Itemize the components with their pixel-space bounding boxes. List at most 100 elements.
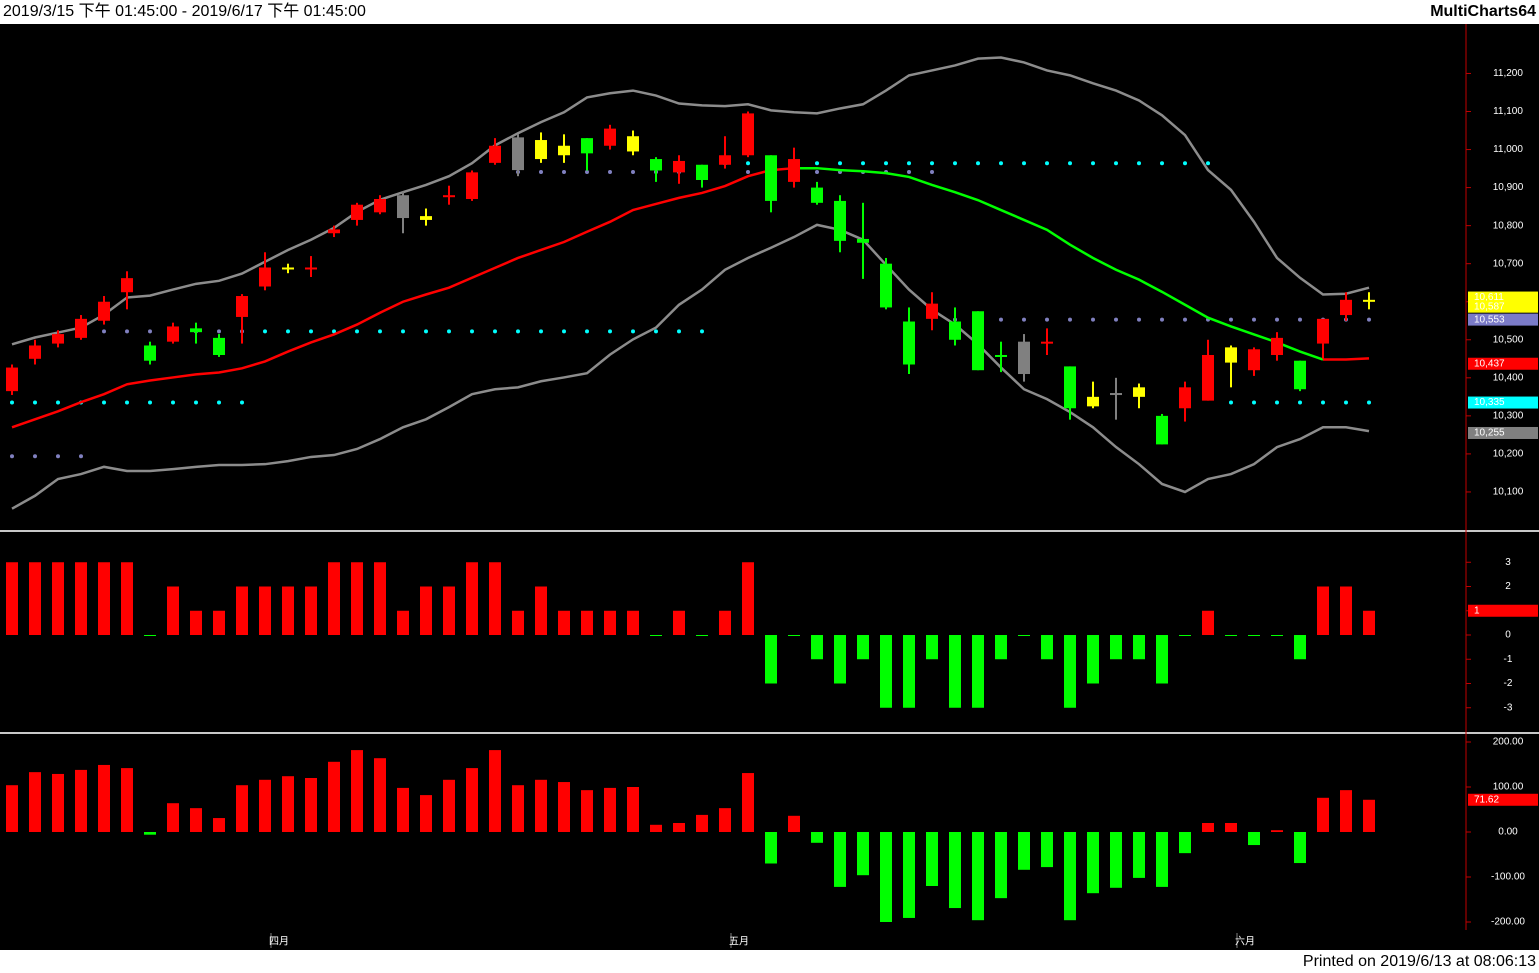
histogram-bar bbox=[1179, 832, 1191, 854]
level-dot bbox=[56, 400, 60, 405]
histogram-bar bbox=[6, 785, 18, 832]
histogram-bar bbox=[926, 832, 938, 886]
histogram-bar bbox=[397, 787, 409, 832]
histogram-bar bbox=[489, 562, 501, 635]
value-tag bbox=[1468, 313, 1538, 326]
histogram-bar bbox=[305, 778, 317, 832]
level-dot bbox=[286, 329, 290, 334]
histogram-bar bbox=[374, 758, 386, 832]
level-dot bbox=[631, 329, 635, 334]
candle-body bbox=[949, 321, 961, 340]
level-dot bbox=[1022, 161, 1026, 166]
histogram-bar bbox=[650, 635, 662, 636]
level-dot bbox=[1137, 317, 1141, 322]
histogram-bar bbox=[1271, 830, 1283, 832]
candle-body bbox=[926, 303, 938, 319]
histogram-bar bbox=[788, 815, 800, 832]
level-dot bbox=[148, 329, 152, 334]
histogram-bar bbox=[1179, 635, 1191, 636]
histogram-bar bbox=[558, 782, 570, 832]
histogram-bar bbox=[1018, 635, 1030, 636]
histogram-bar bbox=[535, 779, 547, 832]
histogram-bar bbox=[811, 832, 823, 843]
histogram-bar bbox=[949, 635, 961, 708]
level-dot bbox=[1137, 161, 1141, 166]
level-dot bbox=[746, 161, 750, 166]
histogram-bar bbox=[443, 779, 455, 832]
candle-body bbox=[1225, 347, 1237, 363]
histogram-bar bbox=[1340, 586, 1352, 635]
histogram-bar bbox=[1340, 790, 1352, 832]
level-dot bbox=[1114, 317, 1118, 322]
candle-body bbox=[420, 216, 432, 220]
level-dot bbox=[1206, 161, 1210, 166]
histogram-bar bbox=[673, 823, 685, 832]
level-dot bbox=[1091, 317, 1095, 322]
histogram-bar bbox=[1087, 635, 1099, 684]
histogram-bar bbox=[466, 562, 478, 635]
histogram-bar bbox=[903, 832, 915, 918]
histogram-bar bbox=[1294, 635, 1306, 660]
level-dot bbox=[10, 454, 14, 459]
histogram-bar bbox=[857, 832, 869, 876]
level-dot bbox=[1160, 161, 1164, 166]
level-dot bbox=[746, 169, 750, 174]
histogram-bar bbox=[190, 610, 202, 635]
y-tick-label: -1 bbox=[1504, 654, 1513, 665]
level-dot bbox=[424, 329, 428, 334]
histogram-bar bbox=[581, 790, 593, 832]
level-dot bbox=[217, 400, 221, 405]
band-line bbox=[794, 166, 1324, 361]
x-tick-label: 五月 bbox=[729, 936, 749, 948]
candle-body bbox=[98, 301, 110, 321]
level-dot bbox=[1275, 317, 1279, 322]
histogram-bar bbox=[995, 635, 1007, 660]
histogram-bar bbox=[1271, 635, 1283, 636]
level-dot bbox=[999, 161, 1003, 166]
header-bar bbox=[0, 0, 1539, 24]
level-dot bbox=[1298, 317, 1302, 322]
level-dot bbox=[999, 317, 1003, 322]
histogram-bar bbox=[627, 787, 639, 832]
y-tick-label: 3 bbox=[1505, 557, 1511, 568]
histogram-bar bbox=[259, 586, 271, 635]
level-dot bbox=[1229, 400, 1233, 405]
histogram-bar bbox=[1248, 635, 1260, 636]
histogram-bar bbox=[1133, 832, 1145, 878]
candle-body bbox=[719, 155, 731, 165]
level-dot bbox=[355, 329, 359, 334]
candle-body bbox=[972, 311, 984, 371]
y-tick-label: 2 bbox=[1505, 581, 1511, 592]
candle-body bbox=[328, 229, 340, 234]
candle-body bbox=[742, 113, 754, 156]
level-dot bbox=[608, 169, 612, 174]
x-tick-label: 六月 bbox=[1235, 936, 1255, 948]
candle-body bbox=[282, 267, 294, 270]
histogram-bar bbox=[995, 832, 1007, 899]
candle-body bbox=[1202, 354, 1214, 401]
level-dot bbox=[1045, 317, 1049, 322]
candle-body bbox=[696, 164, 708, 180]
candle-body bbox=[673, 160, 685, 173]
level-dot bbox=[1275, 400, 1279, 405]
level-dot bbox=[861, 161, 865, 166]
level-dot bbox=[1252, 317, 1256, 322]
candle-body bbox=[1363, 299, 1375, 302]
y-tick-label: 10,100 bbox=[1493, 487, 1524, 498]
histogram-bar bbox=[420, 586, 432, 635]
level-dot bbox=[1183, 161, 1187, 166]
level-dot bbox=[447, 329, 451, 334]
value-tag-label: 10,553 bbox=[1474, 314, 1505, 325]
histogram-bar bbox=[512, 610, 524, 635]
candle-body bbox=[535, 140, 547, 160]
y-tick-label: 10,300 bbox=[1493, 411, 1524, 422]
candle-body bbox=[627, 136, 639, 152]
level-dot bbox=[125, 400, 129, 405]
value-tag-label: 10,255 bbox=[1474, 428, 1505, 439]
y-tick-label: 200.00 bbox=[1493, 737, 1524, 748]
value-tag-label: 71.62 bbox=[1474, 794, 1499, 805]
level-dot bbox=[930, 169, 934, 174]
histogram-bar bbox=[1202, 610, 1214, 635]
printed-note: Printed on 2019/6/13 at 08:06:13 bbox=[1303, 953, 1536, 970]
level-dot bbox=[194, 400, 198, 405]
